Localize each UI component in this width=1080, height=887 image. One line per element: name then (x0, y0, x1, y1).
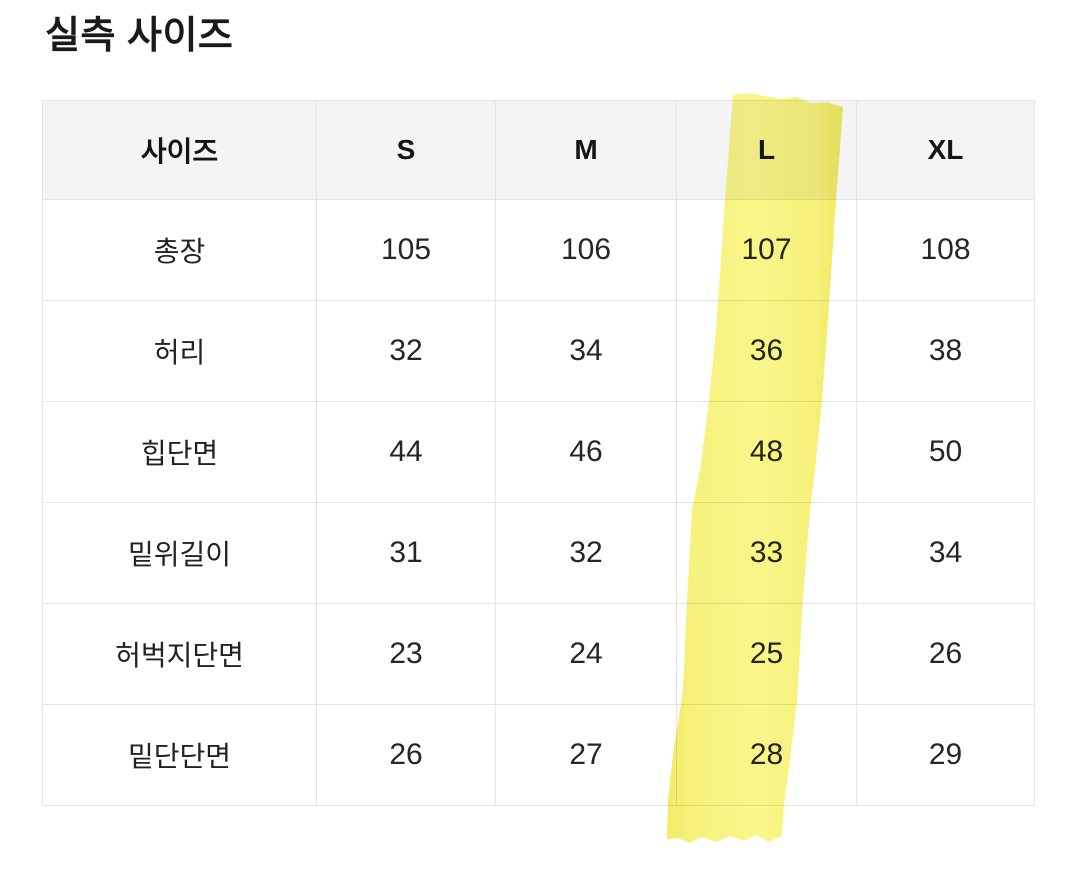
size-value-cell: 108 (856, 199, 1035, 301)
header-cell-size-xl: XL (856, 100, 1035, 200)
row-label: 허벅지단면 (42, 603, 317, 705)
table-row-hip: 힙단면 44 46 48 50 (42, 401, 1035, 503)
header-cell-size-l: L (676, 100, 857, 200)
size-value-cell: 33 (676, 502, 857, 604)
size-value-cell: 50 (856, 401, 1035, 503)
size-value-cell: 38 (856, 300, 1035, 402)
size-value-cell: 31 (316, 502, 496, 604)
size-value-cell: 25 (676, 603, 857, 705)
size-value-cell: 29 (856, 704, 1035, 806)
size-value-cell: 27 (495, 704, 677, 806)
header-cell-size-label: 사이즈 (42, 100, 317, 200)
size-table-header: 사이즈 S M L XL (42, 100, 1035, 200)
size-value-cell: 105 (316, 199, 496, 301)
size-value-cell: 23 (316, 603, 496, 705)
size-value-cell: 107 (676, 199, 857, 301)
size-table: 사이즈 S M L XL 총장 105 106 107 108 허리 32 34… (42, 100, 1035, 806)
size-value-cell: 44 (316, 401, 496, 503)
size-value-cell: 32 (316, 300, 496, 402)
size-value-cell: 26 (856, 603, 1035, 705)
table-row-total-length: 총장 105 106 107 108 (42, 199, 1035, 301)
size-value-cell: 36 (676, 300, 857, 402)
size-value-cell: 24 (495, 603, 677, 705)
header-row: 사이즈 S M L XL (42, 100, 1035, 200)
row-label: 밑단단면 (42, 704, 317, 806)
size-value-cell: 34 (856, 502, 1035, 604)
page-title: 실측 사이즈 (45, 15, 234, 57)
table-row-waist: 허리 32 34 36 38 (42, 300, 1035, 402)
size-value-cell: 48 (676, 401, 857, 503)
row-label: 허리 (42, 300, 317, 402)
row-label: 밑위길이 (42, 502, 317, 604)
size-value-cell: 34 (495, 300, 677, 402)
row-label: 힙단면 (42, 401, 317, 503)
size-table-body: 총장 105 106 107 108 허리 32 34 36 38 힙단면 44… (42, 199, 1035, 806)
header-cell-size-m: M (495, 100, 677, 200)
table-row-hem: 밑단단면 26 27 28 29 (42, 704, 1035, 806)
size-value-cell: 106 (495, 199, 677, 301)
table-row-rise: 밑위길이 31 32 33 34 (42, 502, 1035, 604)
size-value-cell: 46 (495, 401, 677, 503)
row-label: 총장 (42, 199, 317, 301)
size-value-cell: 26 (316, 704, 496, 806)
size-value-cell: 28 (676, 704, 857, 806)
size-value-cell: 32 (495, 502, 677, 604)
header-cell-size-s: S (316, 100, 496, 200)
table-row-thigh: 허벅지단면 23 24 25 26 (42, 603, 1035, 705)
